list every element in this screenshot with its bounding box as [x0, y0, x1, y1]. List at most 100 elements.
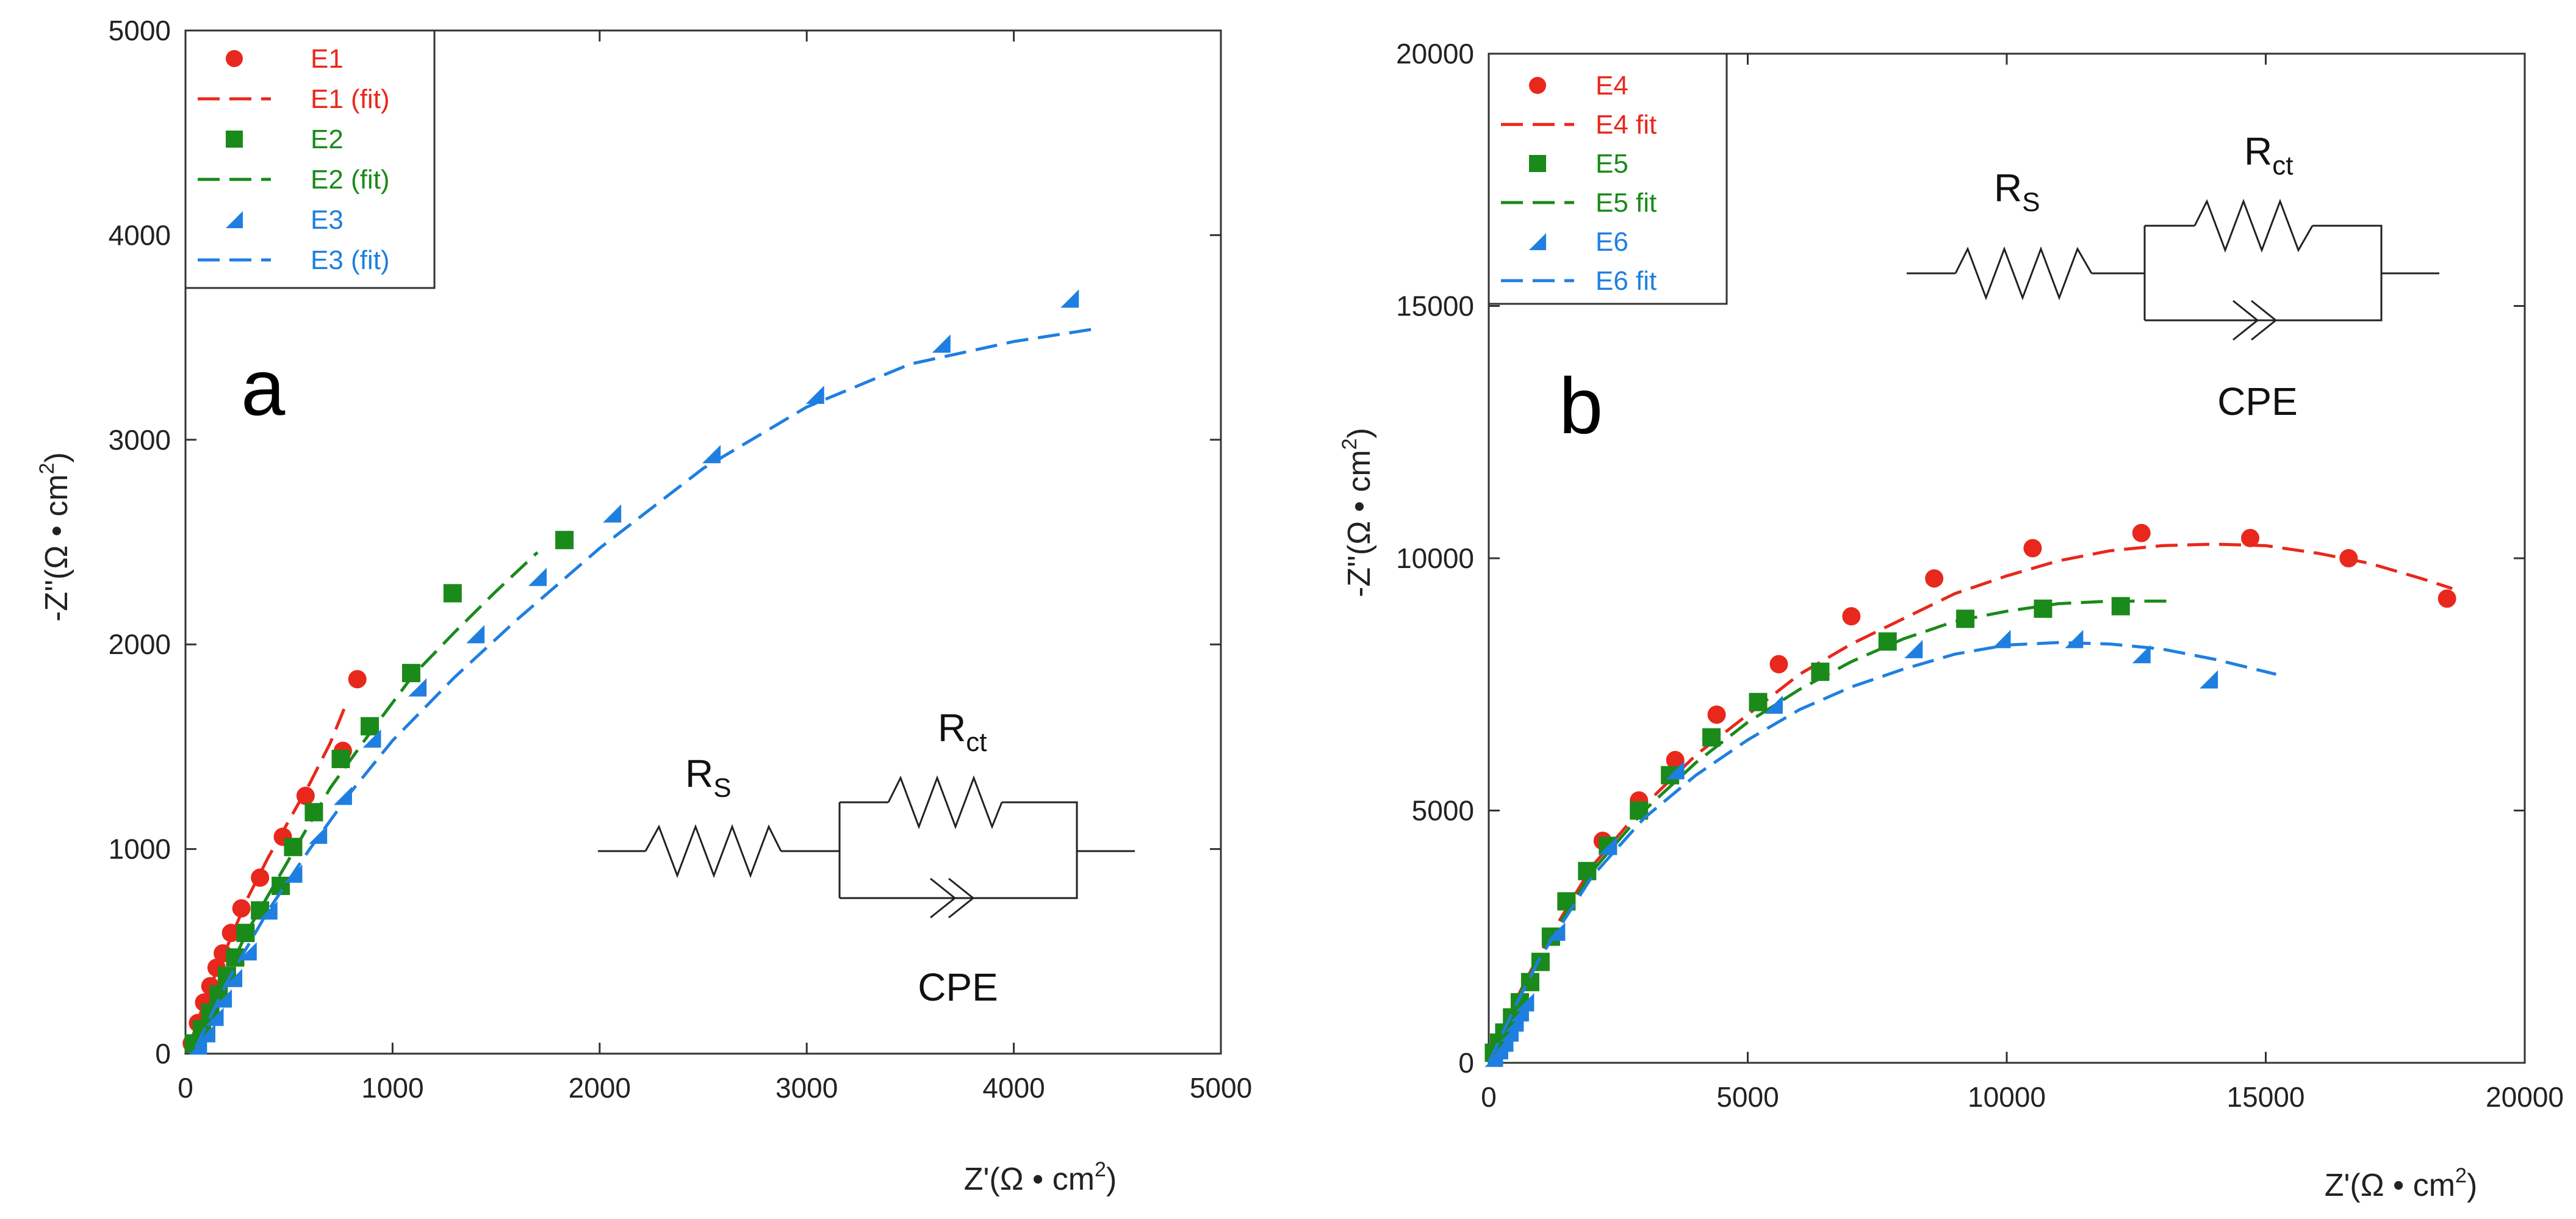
legend-label: E2 (fit)	[311, 165, 390, 195]
y-tick-label: 2000	[109, 628, 171, 660]
x-tick-label: 15000	[2227, 1081, 2305, 1113]
y-axis-label-a: -Z''(Ω • cm2)	[35, 452, 74, 622]
data-point	[805, 386, 824, 405]
data-point	[466, 625, 485, 644]
data-point	[1060, 289, 1079, 308]
y-axis-label-a-close: )	[39, 452, 74, 462]
data-point	[333, 786, 352, 805]
circuit-b-rs-sub: S	[2022, 187, 2040, 217]
data-point	[1666, 761, 1685, 780]
legend-entry: E6 fit	[1501, 266, 1657, 296]
legend-entry: E1 (fit)	[198, 84, 390, 114]
circuit-b-rct-label: Rct	[2244, 129, 2293, 181]
legend-label: E4 fit	[1596, 110, 1657, 140]
tick-labels-b: 0 5000 10000 15000 20000 0 5000 10000 15000 20000	[1396, 38, 2564, 1113]
data-point	[702, 445, 721, 464]
legend-b: E4 E4 fit E5 E5 fit E6 E6 fit	[1488, 52, 1728, 305]
data-point	[232, 899, 251, 918]
series-e2	[184, 531, 574, 1053]
data-point	[2437, 589, 2456, 608]
circuit-a-cpe-label: CPE	[918, 965, 998, 1009]
y-tick-label: 20000	[1396, 38, 1474, 70]
fit-line	[1487, 542, 2453, 1063]
resistor-rct-b	[2193, 198, 2314, 253]
legend-label: E1	[311, 44, 344, 74]
series-e5-fit	[1487, 599, 2173, 1064]
y-tick-label: 4000	[109, 219, 171, 251]
legend-label: E5	[1596, 149, 1628, 179]
data-point	[1842, 607, 1861, 626]
tick-labels-a: 0 1000 2000 3000 4000 5000 0 1000 2000 3000 4000 50…	[109, 15, 1253, 1104]
legend-entry: E4 fit	[1501, 110, 1657, 140]
circuit-b-rct-sub: ct	[2272, 151, 2293, 181]
data-point	[603, 504, 622, 523]
circuit-b-rct-main: R	[2244, 129, 2272, 173]
x-axis-label-b: Z'(Ω • cm2)	[2325, 1164, 2478, 1203]
legend-marker-swatch	[226, 50, 243, 67]
data-point	[1769, 655, 1788, 674]
x-tick-label: 1000	[361, 1072, 423, 1104]
legend-label: E5 fit	[1596, 188, 1657, 218]
circuit-a-rct-main: R	[938, 706, 966, 750]
fit-line	[188, 701, 349, 1046]
circuit-a-rs-label: RS	[685, 752, 732, 803]
series-e2-fit	[190, 551, 539, 1046]
data-point	[932, 334, 951, 353]
circuit-a-rs-main: R	[685, 752, 713, 796]
legend-label: E3	[311, 205, 344, 235]
data-point	[1666, 750, 1685, 769]
legend-marker-swatch	[1529, 77, 1546, 94]
series-group-b	[1484, 523, 2456, 1067]
series-e3	[189, 289, 1079, 1055]
x-axis-label-a: Z'(Ω • cm2)	[964, 1158, 1117, 1197]
y-tick-label: 3000	[109, 424, 171, 456]
legend-marker-swatch	[1529, 155, 1546, 172]
circuit-a-rs-sub: S	[713, 773, 731, 803]
x-tick-label: 5000	[1190, 1072, 1252, 1104]
data-point	[236, 924, 255, 943]
cpe-b	[2196, 300, 2278, 341]
legend-entry: E6	[1529, 227, 1628, 257]
legend-label: E1 (fit)	[311, 84, 390, 114]
data-point	[1599, 836, 1617, 855]
series-e6	[1484, 630, 2218, 1067]
data-point	[224, 968, 243, 987]
circuit-b-rs-label: RS	[1994, 166, 2040, 217]
data-point	[443, 584, 462, 603]
legend-box-a	[184, 29, 436, 289]
data-point	[205, 1007, 224, 1026]
resistor-rct-a	[887, 775, 1003, 830]
legend-entry: E2	[226, 124, 344, 154]
circuit-a-parallel-box	[838, 801, 1135, 899]
resistor-rs-b	[1954, 246, 2093, 301]
y-tick-label: 5000	[109, 15, 171, 46]
data-point	[1992, 630, 2011, 649]
x-axis-label-a-sup: 2	[1095, 1158, 1106, 1181]
y-axis-label-b: -Z''(Ω • cm2)	[1338, 428, 1377, 597]
x-tick-label: 4000	[982, 1072, 1045, 1104]
x-axis-label-b-close: )	[2467, 1168, 2477, 1203]
data-point	[2241, 528, 2260, 547]
circuit-a-rct-label: Rct	[938, 706, 987, 757]
legend-entry: E1	[226, 44, 344, 74]
legend-entry: E3 (fit)	[198, 245, 390, 275]
data-point	[1749, 692, 1768, 711]
x-tick-label: 20000	[2486, 1081, 2564, 1113]
legend-entry: E2 (fit)	[198, 165, 390, 195]
panel-letter-a: a	[241, 343, 286, 432]
data-point	[555, 531, 574, 550]
circuit-a-rct-sub: ct	[966, 727, 987, 757]
data-point	[2023, 539, 2042, 558]
series-e4	[1557, 523, 2456, 911]
y-axis-label-a-sup: 2	[35, 462, 59, 474]
resistor-rs-a	[644, 824, 782, 879]
data-point	[348, 670, 367, 689]
data-point	[1904, 639, 1923, 658]
legend-label: E4	[1596, 71, 1628, 101]
cpe-a	[897, 877, 975, 919]
data-point	[2200, 670, 2218, 689]
data-point	[2132, 523, 2151, 542]
x-tick-label: 10000	[1968, 1081, 2046, 1113]
y-axis-label-b-sup: 2	[1338, 438, 1361, 450]
